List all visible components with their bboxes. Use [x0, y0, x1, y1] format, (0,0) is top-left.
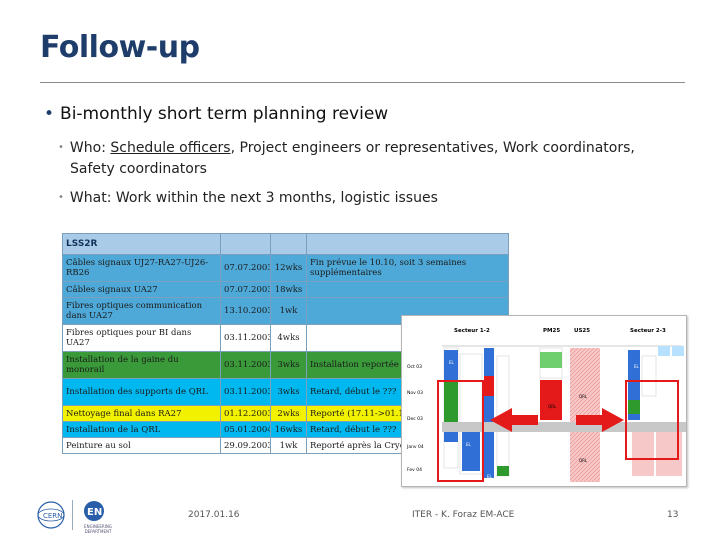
table-row: Câbles signaux UA27 07.07.2003 18wks — [62, 281, 509, 298]
comment-cell — [306, 281, 509, 298]
sub-bullet-icon: • — [58, 192, 64, 203]
en-logo-text: EN — [87, 507, 102, 518]
comment-cell: Fin prévue le 10.10, soit 3 semaines sup… — [306, 254, 509, 282]
date-cell: 01.12.2003 — [220, 405, 271, 422]
cell-label: EL — [449, 360, 455, 365]
cell-label: QRL — [579, 394, 588, 399]
duration-cell: 12wks — [270, 254, 307, 282]
date-cell: 07.07.2003 — [220, 281, 271, 298]
footer-date: 2017.01.16 — [188, 510, 240, 520]
date-cell: 03.11.2003 — [220, 351, 271, 379]
duration-cell: 3wks — [270, 351, 307, 379]
slide-title: Follow-up — [40, 30, 200, 65]
duration-cell: 3wks — [270, 378, 307, 406]
cell-label: QRL — [548, 404, 557, 409]
date-cell: 29.09.2003 — [220, 437, 271, 454]
month-label: Fev 04 — [407, 467, 422, 473]
date-cell: 05.01.2004 — [220, 421, 271, 438]
task-cell: Nettoyage final dans RA27 — [62, 405, 221, 422]
who-line2: Safety coordinators — [70, 161, 207, 177]
task-cell: Câbles signaux UJ27-RA27-UJ26-RB26 — [62, 254, 221, 282]
cell-label: EL — [634, 364, 640, 369]
table-row: Câbles signaux UJ27-RA27-UJ26-RB26 07.07.… — [62, 254, 509, 282]
footer-author: ITER - K. Foraz EM-ACE — [412, 510, 515, 520]
en-logo-caption: ENGINEERING DEPARTMENT — [84, 524, 112, 534]
month-label: Dec 03 — [407, 416, 423, 422]
duration-cell: 18wks — [270, 281, 307, 298]
schedule-diagram-svg: Secteur 1-2 PM25 US25 Secteur 2-3 Oct 03… — [406, 328, 686, 482]
task-cell: Installation de la QRL — [62, 421, 221, 438]
cell-label: QRL — [579, 458, 588, 463]
task-cell: Fibres optiques communication dans UA27 — [62, 297, 221, 325]
task-cell: Peinture au sol — [62, 437, 221, 454]
main-bullet-text: Bi-monthly short term planning review — [60, 104, 389, 124]
date-cell: 07.07.2003 — [220, 254, 271, 282]
duration-cell: 16wks — [270, 421, 307, 438]
table-header: LSS2R — [62, 233, 221, 255]
cern-logo: CERN — [34, 500, 68, 534]
schedule-diagram: Secteur 1-2 PM25 US25 Secteur 2-3 Oct 03… — [401, 315, 687, 487]
what-text: What: Work within the next 3 months, log… — [69, 190, 438, 206]
cern-logo-text: CERN — [43, 512, 62, 520]
who-underlined: Schedule officers — [110, 140, 231, 156]
sector-label: PM25 — [543, 328, 560, 334]
date-cell: 03.11.2003 — [220, 324, 271, 352]
duration-cell: 4wks — [270, 324, 307, 352]
who-rest: , Project engineers or representatives, … — [230, 140, 635, 156]
duration-cell: 1wk — [270, 297, 307, 325]
date-cell: 03.11.2003 — [220, 378, 271, 406]
task-cell: Installation de la gaine du monorail — [62, 351, 221, 379]
task-cell: Fibres optiques pour BI dans UA27 — [62, 324, 221, 352]
month-label: Oct 03 — [407, 364, 422, 370]
sector-label: Secteur 2-3 — [630, 328, 666, 334]
en-logo: EN — [82, 500, 106, 526]
date-cell: 13.10.2003 — [220, 297, 271, 325]
bullet-icon: • — [44, 104, 55, 124]
cell-label: EL — [466, 442, 472, 447]
task-cell: Câbles signaux UA27 — [62, 281, 221, 298]
month-label: Janv 04 — [406, 444, 424, 450]
title-divider — [40, 82, 685, 83]
table-header-row: LSS2R — [62, 233, 509, 255]
sector-label: Secteur 1-2 — [454, 328, 490, 334]
main-bullet: • Bi-monthly short term planning review — [44, 104, 388, 124]
duration-cell: 1wk — [270, 437, 307, 454]
logo-divider — [72, 500, 73, 530]
task-cell: Installation des supports de QRL — [62, 378, 221, 406]
who-bullet: • Who: Schedule officers, Project enginee… — [58, 137, 678, 180]
who-label: Who: — [69, 140, 111, 156]
page-number: 13 — [667, 510, 679, 520]
cell-label: EL — [487, 474, 493, 479]
month-label: Nov 03 — [407, 390, 423, 396]
what-bullet: • What: Work within the next 3 months, lo… — [58, 187, 678, 209]
sub-bullet-icon: • — [58, 142, 64, 153]
duration-cell: 2wks — [270, 405, 307, 422]
sector-label: US25 — [574, 328, 590, 334]
